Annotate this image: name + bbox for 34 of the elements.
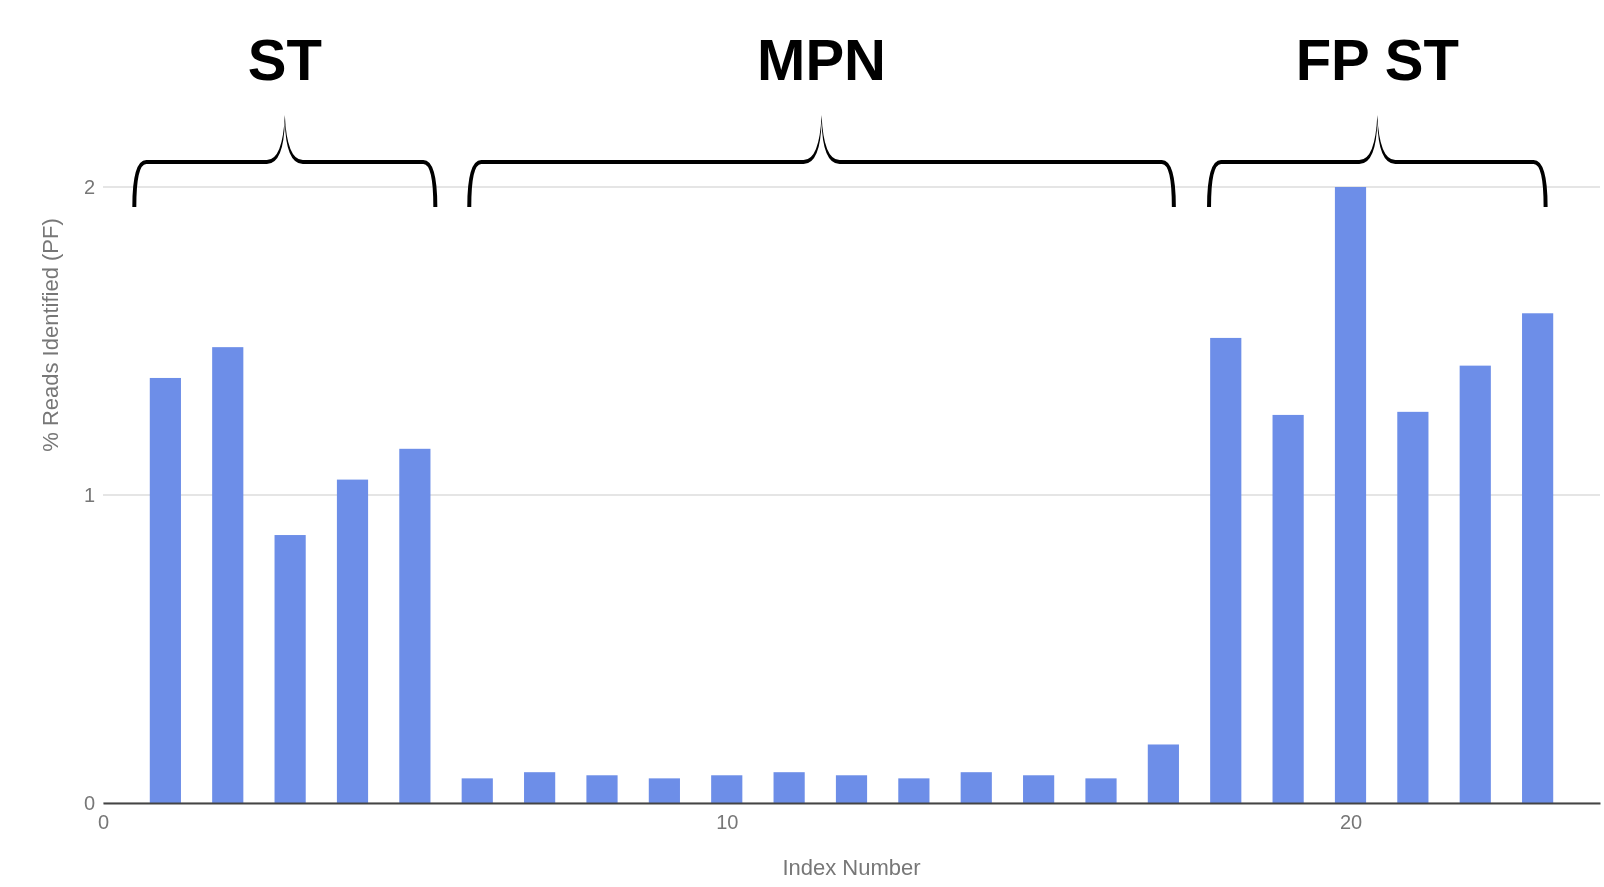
- bar: [1272, 414, 1304, 803]
- bar: [898, 778, 930, 803]
- bar: [1459, 365, 1491, 803]
- y-tick-label: 1: [83, 483, 95, 506]
- text: FP ST: [1295, 27, 1459, 92]
- bar: [773, 772, 805, 803]
- bar: [1085, 778, 1117, 803]
- text: ST: [247, 27, 322, 92]
- bar: [1522, 313, 1554, 803]
- bar: [960, 772, 992, 803]
- bar: [1397, 411, 1429, 803]
- bar: [274, 535, 306, 803]
- y-axis-title: % Reads Identified (PF): [38, 218, 63, 452]
- bar: [524, 772, 556, 803]
- bar: [336, 479, 369, 803]
- bar: [461, 778, 493, 803]
- bar: [212, 347, 244, 803]
- y-tick-label: 0: [83, 791, 95, 814]
- x-tick-label: 0: [97, 811, 110, 834]
- x-tick-label: 10: [716, 811, 739, 834]
- bar: [1334, 187, 1367, 803]
- bar: [586, 775, 618, 803]
- bar: [1147, 744, 1179, 803]
- bar: [835, 775, 868, 803]
- x-tick-label: 20: [1339, 811, 1363, 834]
- y-tick-label: 2: [83, 175, 95, 198]
- bar: [648, 778, 680, 803]
- text: MPN: [757, 27, 887, 92]
- bar: [399, 448, 431, 803]
- bar: [711, 775, 743, 803]
- bar: [1023, 775, 1055, 803]
- bar: [149, 377, 181, 803]
- x-axis-title: Index Number: [782, 855, 921, 880]
- bar: [1210, 337, 1242, 803]
